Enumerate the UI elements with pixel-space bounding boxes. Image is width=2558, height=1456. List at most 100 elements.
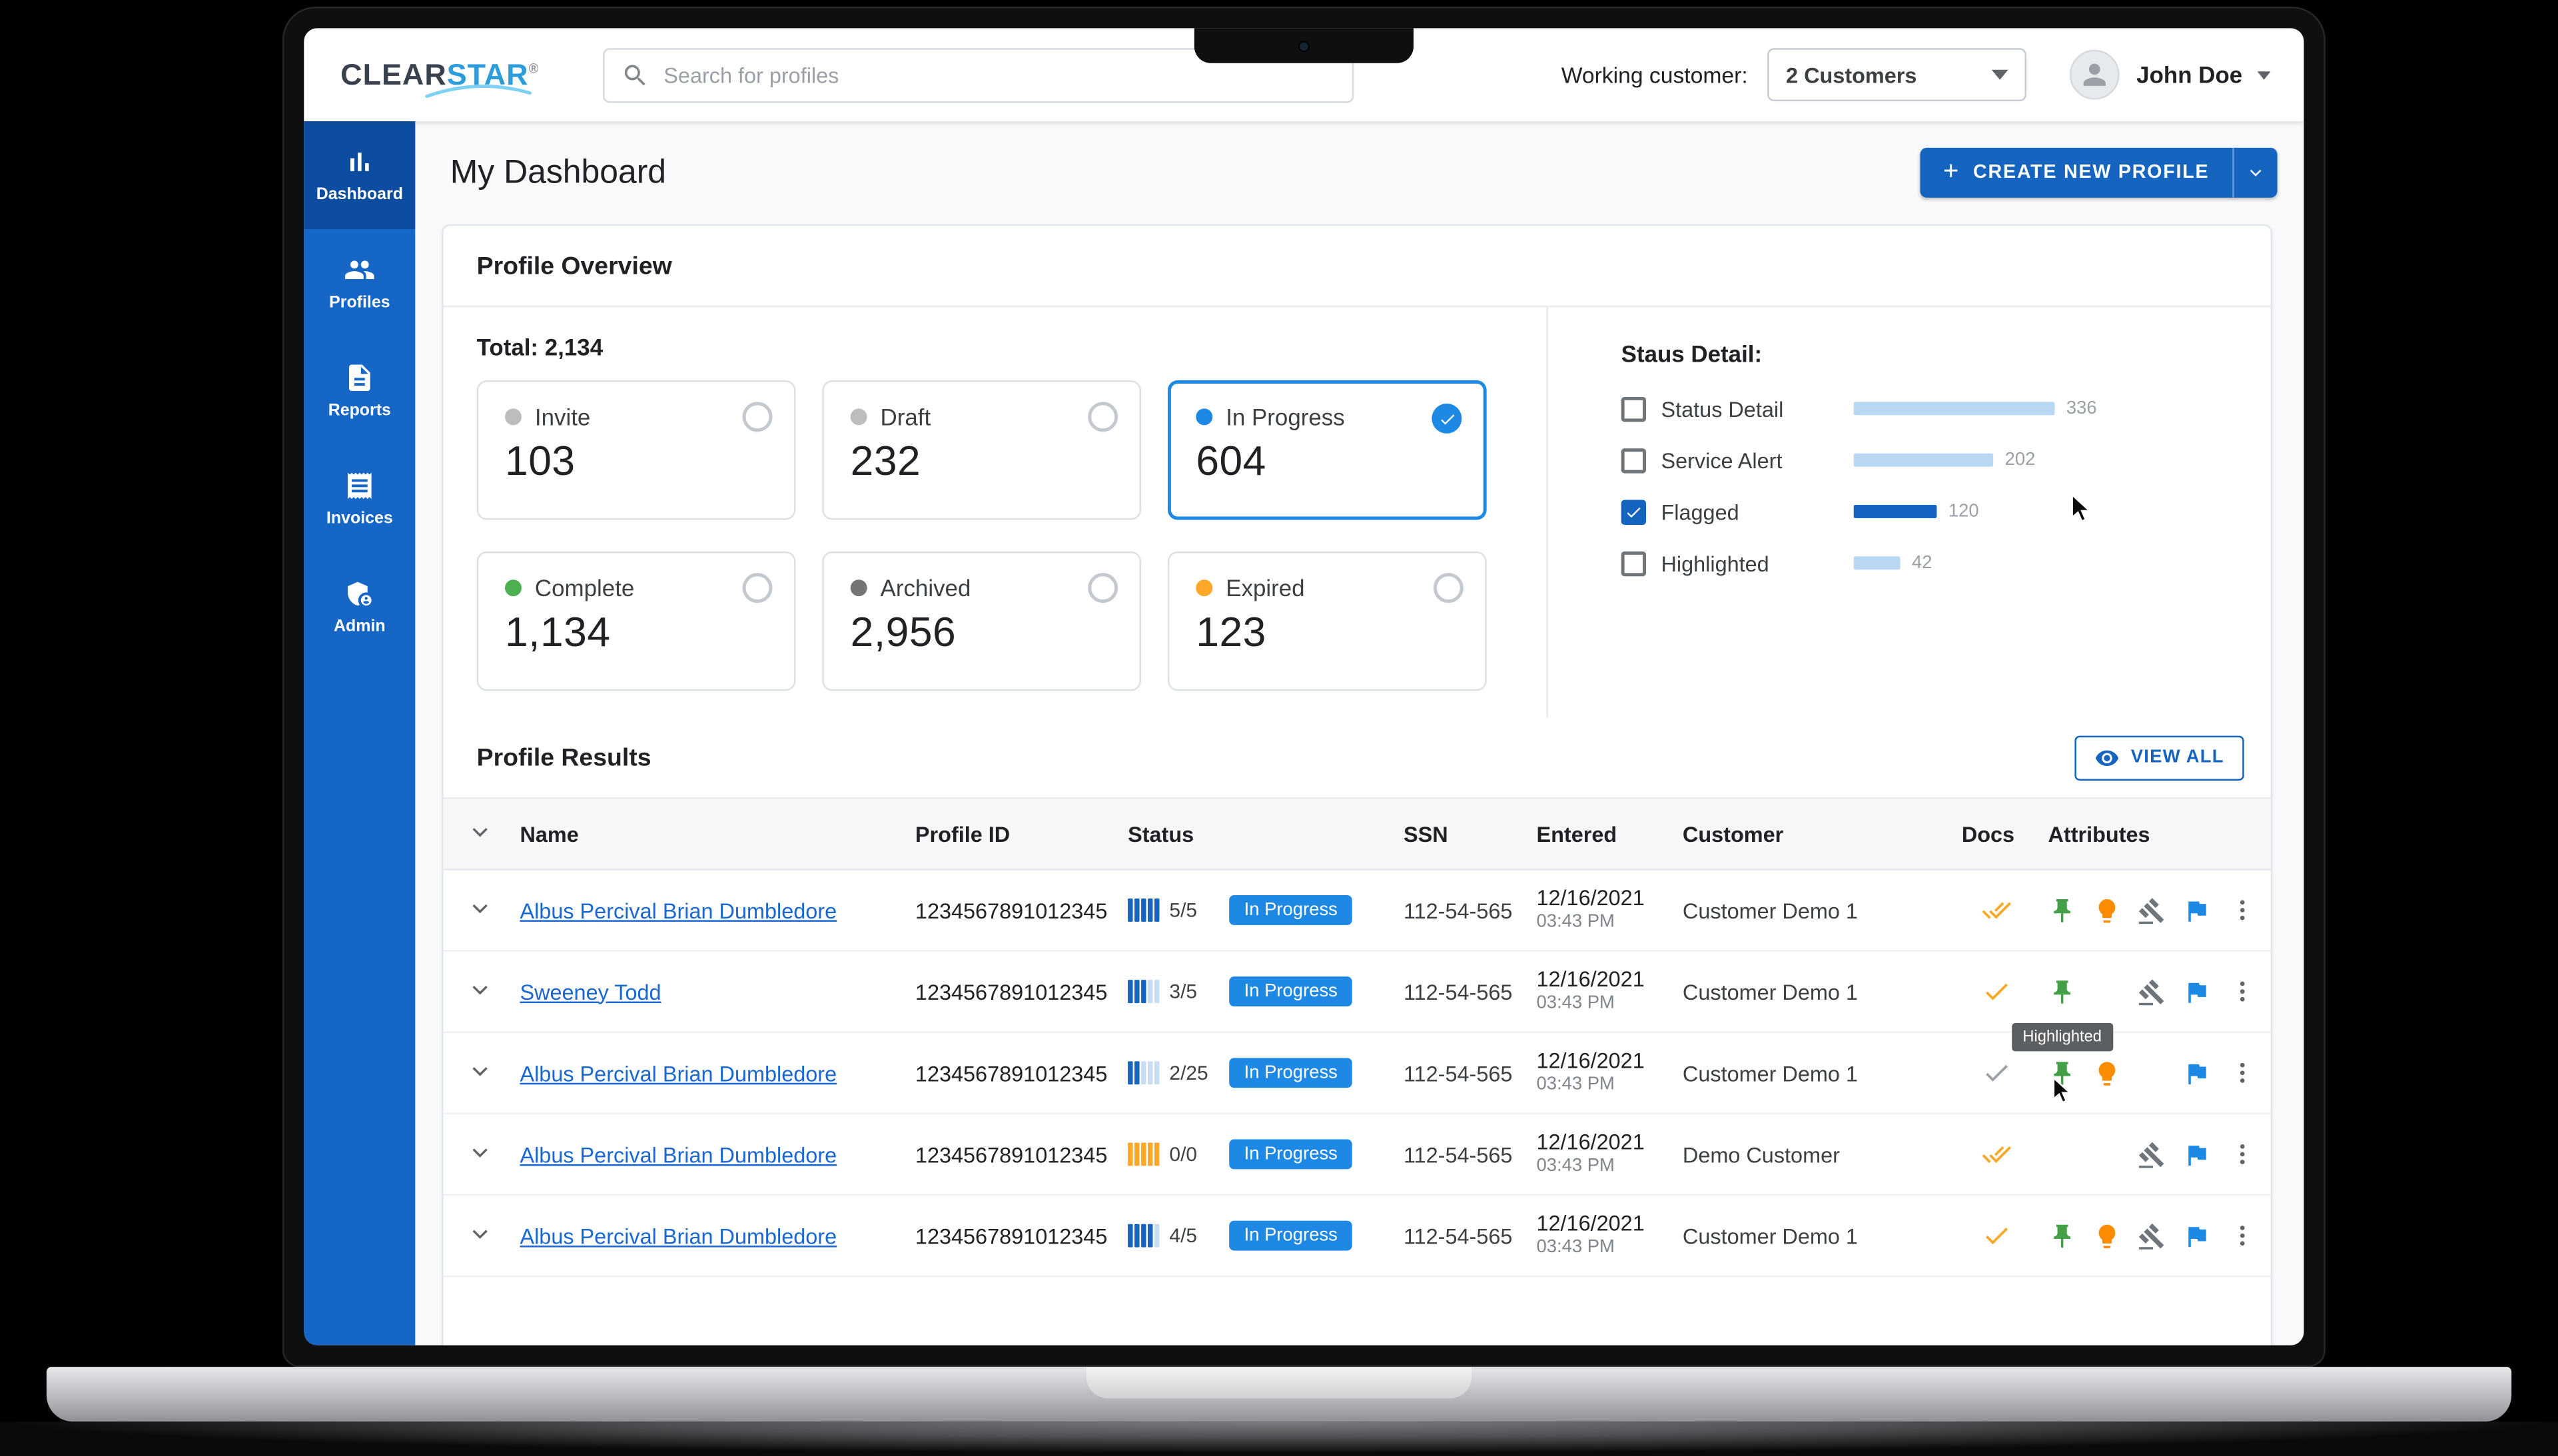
status-card-draft[interactable]: Draft 232 bbox=[822, 380, 1142, 520]
flag-icon[interactable] bbox=[2182, 977, 2210, 1005]
sidebar-item-label: Profiles bbox=[329, 294, 390, 312]
sidebar-item-invoices[interactable]: Invoices bbox=[304, 445, 415, 553]
docs-cell bbox=[1962, 895, 2032, 925]
expand-all-chevron-icon[interactable] bbox=[467, 818, 494, 845]
status-badge: In Progress bbox=[1229, 1058, 1353, 1088]
column-header: Entered bbox=[1536, 821, 1617, 847]
entered-time: 03:43 PM bbox=[1536, 1156, 1615, 1177]
checkbox[interactable] bbox=[1621, 550, 1647, 575]
status-card-invite[interactable]: Invite 103 bbox=[476, 380, 796, 520]
lightbulb-icon[interactable] bbox=[2093, 1059, 2121, 1087]
flag-icon[interactable] bbox=[2182, 1059, 2210, 1087]
radio-button[interactable] bbox=[742, 573, 773, 603]
profile-id: 1234567891012345 bbox=[915, 1142, 1108, 1167]
gavel-icon[interactable] bbox=[2138, 1222, 2166, 1250]
user-name[interactable]: John Doe bbox=[2136, 61, 2243, 89]
row-expand-chevron-icon[interactable] bbox=[467, 976, 494, 1002]
create-new-profile-button[interactable]: + CREATE NEW PROFILE bbox=[1920, 147, 2278, 198]
flag-icon[interactable] bbox=[2182, 896, 2210, 924]
status-detail-rows: Status Detail 336 Service Alert 202 bbox=[1621, 394, 2238, 578]
kebab-menu-icon[interactable] bbox=[2228, 897, 2255, 923]
profile-name-link[interactable]: Albus Percival Brian Dumbledore bbox=[520, 897, 837, 923]
status-dot bbox=[850, 579, 867, 597]
row-expand-chevron-icon[interactable] bbox=[467, 1220, 494, 1246]
status-cell: 3/5 In Progress bbox=[1128, 976, 1404, 1007]
status-card-complete[interactable]: Complete 1,134 bbox=[476, 551, 796, 691]
table-row: Sweeney Todd 1234567891012345 3/5 In Pro… bbox=[443, 951, 2271, 1033]
radio-button[interactable] bbox=[1088, 573, 1118, 603]
view-all-button[interactable]: VIEW ALL bbox=[2074, 735, 2244, 780]
status-cell: 2/25 In Progress bbox=[1128, 1058, 1404, 1088]
pin-icon[interactable] bbox=[2048, 896, 2076, 924]
pin-icon[interactable] bbox=[2048, 977, 2076, 1005]
dashboard-icon bbox=[350, 153, 369, 171]
status-card-expired[interactable]: Expired 123 bbox=[1167, 551, 1487, 691]
status-detail-value: 202 bbox=[2004, 450, 2036, 470]
row-expand-chevron-icon[interactable] bbox=[467, 1057, 494, 1084]
sidebar-item-label: Reports bbox=[328, 402, 391, 420]
status-card-in-progress[interactable]: In Progress 604 bbox=[1167, 380, 1487, 520]
status-badge: In Progress bbox=[1229, 1220, 1353, 1251]
customer-select[interactable]: 2 Customers bbox=[1767, 48, 2027, 102]
sidebar-item-reports[interactable]: Reports bbox=[304, 337, 415, 445]
ssn: 112-54-565 bbox=[1404, 1223, 1513, 1248]
docs-cell bbox=[1962, 976, 2032, 1006]
profile-id: 1234567891012345 bbox=[915, 978, 1108, 1004]
checkbox[interactable] bbox=[1621, 499, 1647, 524]
kebab-menu-icon[interactable] bbox=[2228, 1222, 2255, 1249]
radio-button[interactable] bbox=[1088, 402, 1118, 432]
checkbox[interactable] bbox=[1621, 447, 1647, 473]
sidebar-item-admin[interactable]: Admin bbox=[304, 553, 415, 661]
customer-select-value: 2 Customers bbox=[1786, 62, 1917, 87]
kebab-menu-icon[interactable] bbox=[2228, 1060, 2255, 1086]
pin-icon[interactable] bbox=[2048, 1222, 2076, 1250]
entered-time: 03:43 PM bbox=[1536, 1074, 1615, 1095]
avatar[interactable] bbox=[2070, 49, 2120, 100]
row-expand-chevron-icon[interactable] bbox=[467, 1138, 494, 1165]
checkbox[interactable] bbox=[1621, 396, 1647, 422]
ssn: 112-54-565 bbox=[1404, 1060, 1513, 1086]
status-detail-bar bbox=[1853, 402, 2055, 416]
selected-check-icon[interactable] bbox=[1432, 403, 1462, 434]
lightbulb-icon[interactable] bbox=[2093, 1222, 2121, 1250]
status-card-archived[interactable]: Archived 2,956 bbox=[822, 551, 1142, 691]
webcam-icon bbox=[1298, 39, 1310, 52]
status-card-value: 1,134 bbox=[505, 609, 611, 656]
overview-section: Total: 2,134 Invite 103 Draft bbox=[444, 307, 2271, 718]
column-header: Attributes bbox=[2048, 821, 2150, 847]
profile-name-link[interactable]: Albus Percival Brian Dumbledore bbox=[520, 1060, 837, 1086]
attributes-cell bbox=[2032, 1140, 2271, 1168]
profile-name-link[interactable]: Albus Percival Brian Dumbledore bbox=[520, 1142, 837, 1167]
app-body: Dashboard Profiles Reports Invoices bbox=[304, 121, 2304, 1345]
status-detail-label: Flagged bbox=[1661, 499, 1739, 524]
search-box bbox=[602, 47, 1354, 103]
page-bar: My Dashboard + CREATE NEW PROFILE bbox=[415, 121, 2304, 224]
sidebar-item-dashboard[interactable]: Dashboard bbox=[304, 121, 416, 230]
kebab-menu-icon[interactable] bbox=[2228, 1141, 2255, 1168]
sidebar-item-profiles[interactable]: Profiles bbox=[304, 229, 415, 337]
kebab-menu-icon[interactable] bbox=[2228, 978, 2255, 1005]
radio-button[interactable] bbox=[1433, 573, 1464, 603]
tooltip: Highlighted bbox=[2010, 1022, 2114, 1051]
profile-name-link[interactable]: Sweeney Todd bbox=[520, 978, 661, 1004]
progress-fraction: 4/5 bbox=[1169, 1224, 1198, 1248]
entered-date: 12/16/2021 bbox=[1536, 966, 1645, 992]
create-button-dropdown[interactable] bbox=[2232, 147, 2277, 198]
radio-button[interactable] bbox=[742, 402, 773, 432]
docs-check-icon bbox=[1986, 1228, 2008, 1245]
flag-icon[interactable] bbox=[2182, 1140, 2210, 1168]
gavel-icon[interactable] bbox=[2138, 896, 2166, 924]
entered-date: 12/16/2021 bbox=[1536, 885, 1645, 910]
lightbulb-icon[interactable] bbox=[2093, 896, 2121, 924]
search-input[interactable] bbox=[602, 47, 1354, 103]
gavel-icon[interactable] bbox=[2138, 977, 2166, 1005]
flag-icon[interactable] bbox=[2182, 1222, 2210, 1250]
pin-icon[interactable] bbox=[2048, 1059, 2076, 1087]
profile-name-link[interactable]: Albus Percival Brian Dumbledore bbox=[520, 1223, 837, 1248]
logo-registered-mark: ® bbox=[528, 61, 540, 76]
status-detail-row: Service Alert 202 bbox=[1621, 445, 2238, 475]
user-menu-chevron-icon[interactable] bbox=[2257, 70, 2271, 79]
gavel-icon[interactable] bbox=[2138, 1140, 2166, 1168]
laptop-base bbox=[46, 1367, 2512, 1422]
row-expand-chevron-icon[interactable] bbox=[467, 895, 494, 921]
